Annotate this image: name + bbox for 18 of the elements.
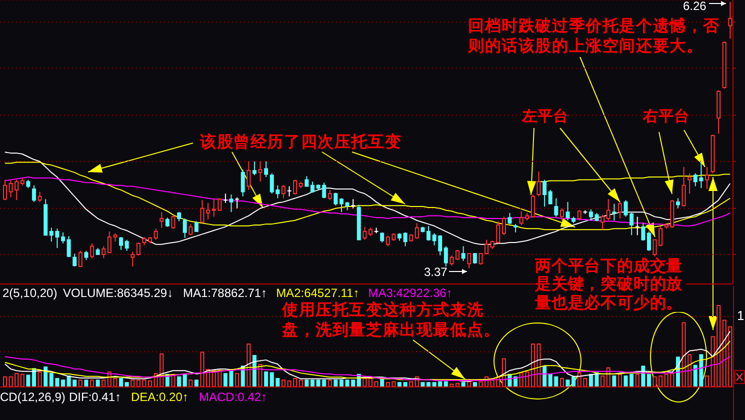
text: 1 (737, 308, 744, 323)
text: MA3:42922.36↑ (368, 286, 452, 300)
text: VOLUME:86345.29↓ (63, 286, 174, 300)
annotation: 6.26 (683, 0, 706, 13)
annotation: 3.37 (424, 264, 448, 278)
annotation: 该股曾经历了四次压托互变 (200, 132, 402, 151)
annotation: 使用压托互变这种方式来洗盘，洗到量芝麻出现最低点。 (282, 300, 502, 340)
annotation: 两个平台下的成交量是关键，突破时的放量也是必不可少的。 (535, 256, 686, 312)
text: CD(12,26,9) (0, 390, 66, 404)
text: MA1:78862.71↑ (183, 286, 268, 300)
text: MA2:64527.11↑ (276, 286, 360, 300)
annotation: 左平台 (522, 107, 568, 126)
annotation: 回档时跌破过季价托是个遗憾，否则的话该股的上涨空间还要大。 (468, 16, 721, 56)
annotation: 右平台 (643, 107, 690, 126)
text: MACD:0.42↑ (199, 390, 268, 404)
text: DEA:0.20↑ (131, 390, 188, 404)
chart-title: 2(5,10,20) (2, 286, 58, 300)
text: DIF:0.41↑ (69, 390, 122, 404)
